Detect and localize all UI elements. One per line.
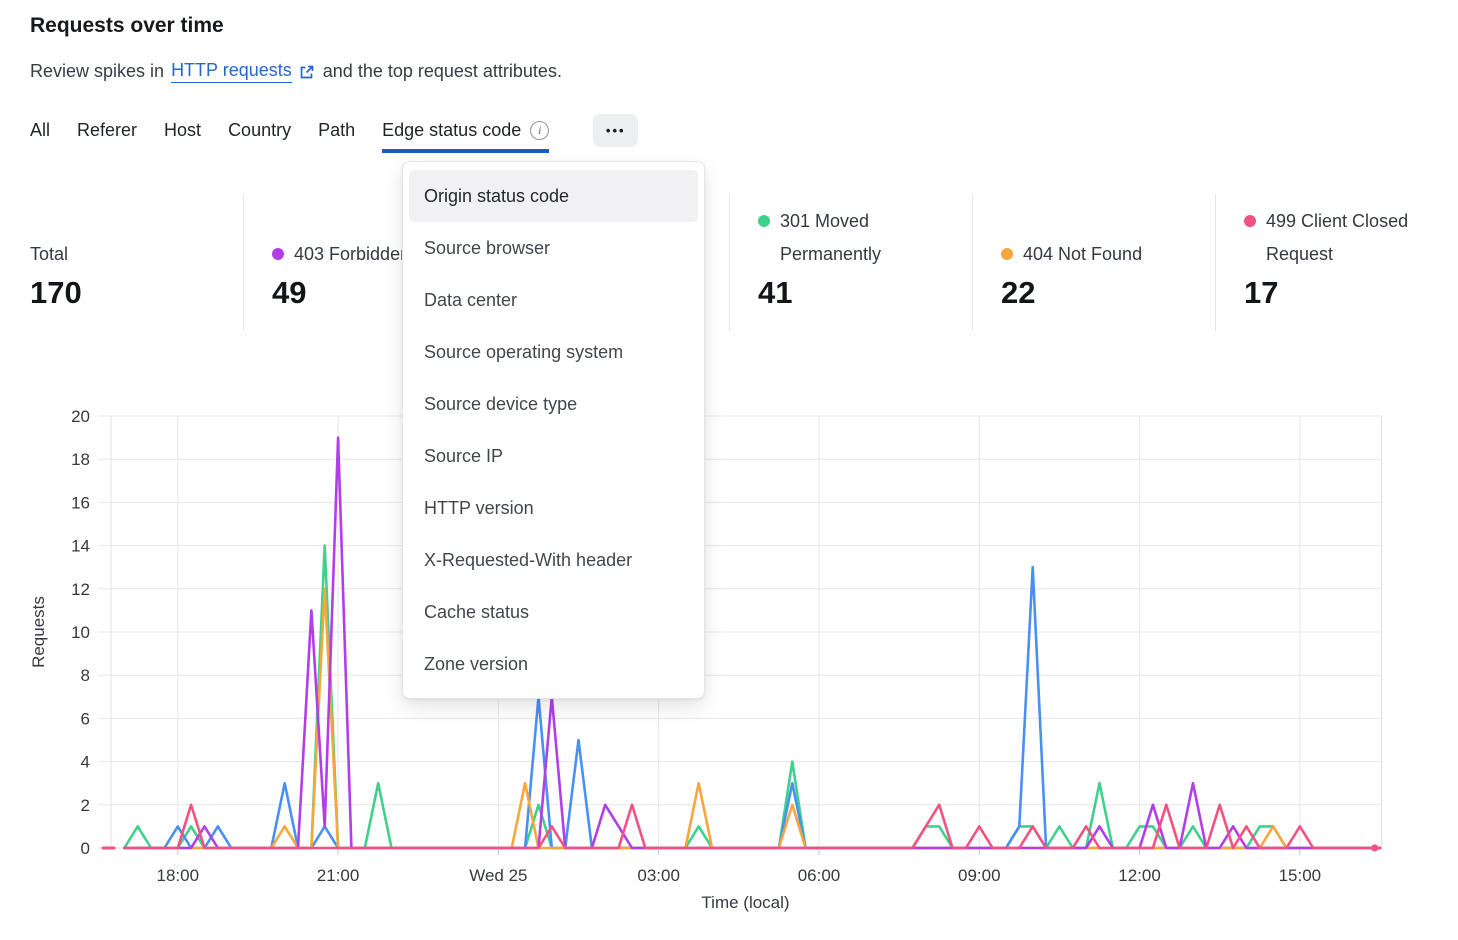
- menu-item-data-center[interactable]: Data center: [424, 290, 518, 310]
- y-tick-label: 6: [81, 709, 90, 728]
- active-tab-label: Edge status code: [382, 120, 522, 140]
- x-tick-label: 09:00: [958, 866, 1001, 885]
- legend-dot-icon: [758, 215, 770, 228]
- page-subtitle: Review spikes in HTTP requests and the t…: [30, 60, 562, 83]
- y-tick-label: 4: [81, 753, 90, 772]
- http-requests-link[interactable]: HTTP requests: [171, 60, 292, 83]
- x-tick-label: 03:00: [637, 866, 680, 885]
- y-tick-label: 2: [81, 796, 90, 815]
- y-tick-label: 18: [71, 450, 90, 469]
- stats-row: Total 170 403 Forbidden 49 301 Moved Permane…: [0, 194, 1458, 331]
- menu-item-origin-status-code[interactable]: Origin status code: [409, 170, 698, 222]
- series-end-dot: [1371, 844, 1379, 852]
- x-tick-label: 18:00: [157, 866, 200, 885]
- stat-label: 403 Forbidden: [272, 238, 474, 270]
- y-tick-label: 8: [81, 666, 90, 685]
- x-tick-label: 21:00: [317, 866, 360, 885]
- legend-dot-icon: [1001, 247, 1013, 260]
- page-title: Requests over time: [30, 14, 224, 37]
- legend-dot-icon: [272, 247, 284, 260]
- x-tick-label: 06:00: [798, 866, 841, 885]
- stat-value: 41: [758, 275, 793, 310]
- menu-item-http-version[interactable]: HTTP version: [424, 498, 534, 518]
- subtitle-prefix: Review spikes in: [30, 61, 165, 81]
- stat-499-client-closed-request: 499 Client Closed Request 17: [1215, 194, 1458, 331]
- x-tick-label: 15:00: [1279, 866, 1322, 885]
- stat-value: 49: [272, 275, 307, 310]
- stat-404-not-found: 404 Not Found 22: [972, 194, 1215, 331]
- more-attributes-button[interactable]: •••: [593, 114, 639, 147]
- menu-item-source-browser[interactable]: Source browser: [424, 238, 551, 258]
- stat-label-text: 403 Forbidden: [294, 243, 411, 264]
- menu-item-cache-status[interactable]: Cache status: [424, 602, 530, 622]
- y-axis-title: Requests: [29, 596, 48, 668]
- tab-all[interactable]: All: [30, 120, 51, 140]
- legend-dot-icon: [1244, 215, 1256, 228]
- menu-item-source-device-type[interactable]: Source device type: [424, 394, 578, 414]
- x-tick-label: 12:00: [1118, 866, 1161, 885]
- tab-referer[interactable]: Referer: [77, 120, 138, 140]
- stat-total: Total 170: [0, 194, 243, 331]
- tab-edge-status-code[interactable]: Edge status code i: [382, 120, 550, 153]
- y-tick-label: 10: [71, 623, 90, 642]
- y-tick-label: 14: [71, 537, 90, 556]
- x-axis-title: Time (local): [701, 893, 789, 912]
- stat-label: 301 Moved Permanently: [758, 205, 960, 270]
- menu-item-source-operating-system[interactable]: Source operating system: [424, 342, 624, 362]
- x-tick-label: Wed 25: [469, 866, 527, 885]
- tabs-row: All Referer Host Country Path Edge status cod…: [30, 114, 639, 153]
- tab-path[interactable]: Path: [318, 120, 356, 140]
- y-tick-label: 12: [71, 580, 90, 599]
- menu-item-x-requested-with-header[interactable]: X-Requested-With header: [424, 550, 633, 570]
- stat-value: 22: [1001, 275, 1036, 310]
- series-line-499-client-closed-request: [123, 803, 1382, 850]
- stat-label-text: Total: [30, 243, 69, 264]
- menu-item-zone-version[interactable]: Zone version: [424, 654, 529, 674]
- y-tick-label: 0: [81, 839, 90, 858]
- subtitle-suffix: and the top request attributes.: [322, 61, 562, 81]
- external-link-icon[interactable]: [299, 64, 315, 80]
- stat-label: 499 Client Closed Request: [1244, 205, 1446, 270]
- stat-label-text: 499 Client Closed Request: [1266, 211, 1409, 264]
- requests-chart: 0 2 4 6 8 10 12 14 16 18 20 18:00 21:00 Wed 25 03:00 06…: [29, 407, 1382, 912]
- stat-301-moved-permanently: 301 Moved Permanently 41: [729, 194, 972, 331]
- stat-label-text: 404 Not Found: [1023, 243, 1143, 264]
- attribute-dropdown-menu: Origin status code Source browser Data cen…: [402, 161, 705, 699]
- stat-label: 404 Not Found: [1001, 238, 1203, 270]
- stat-label-text: 301 Moved Permanently: [780, 211, 882, 264]
- tab-country[interactable]: Country: [228, 120, 292, 140]
- stat-403-forbidden: 403 Forbidden 49: [243, 194, 486, 331]
- y-tick-label: 16: [71, 493, 90, 512]
- series-line-403-forbidden: [123, 436, 1382, 850]
- stat-value: 17: [1244, 275, 1279, 310]
- tab-host[interactable]: Host: [164, 120, 202, 140]
- stat-label: Total: [30, 238, 231, 270]
- menu-item-source-ip[interactable]: Source IP: [424, 446, 504, 466]
- info-icon[interactable]: i: [530, 121, 550, 140]
- stat-value: 170: [30, 275, 82, 310]
- y-tick-label: 20: [71, 407, 90, 426]
